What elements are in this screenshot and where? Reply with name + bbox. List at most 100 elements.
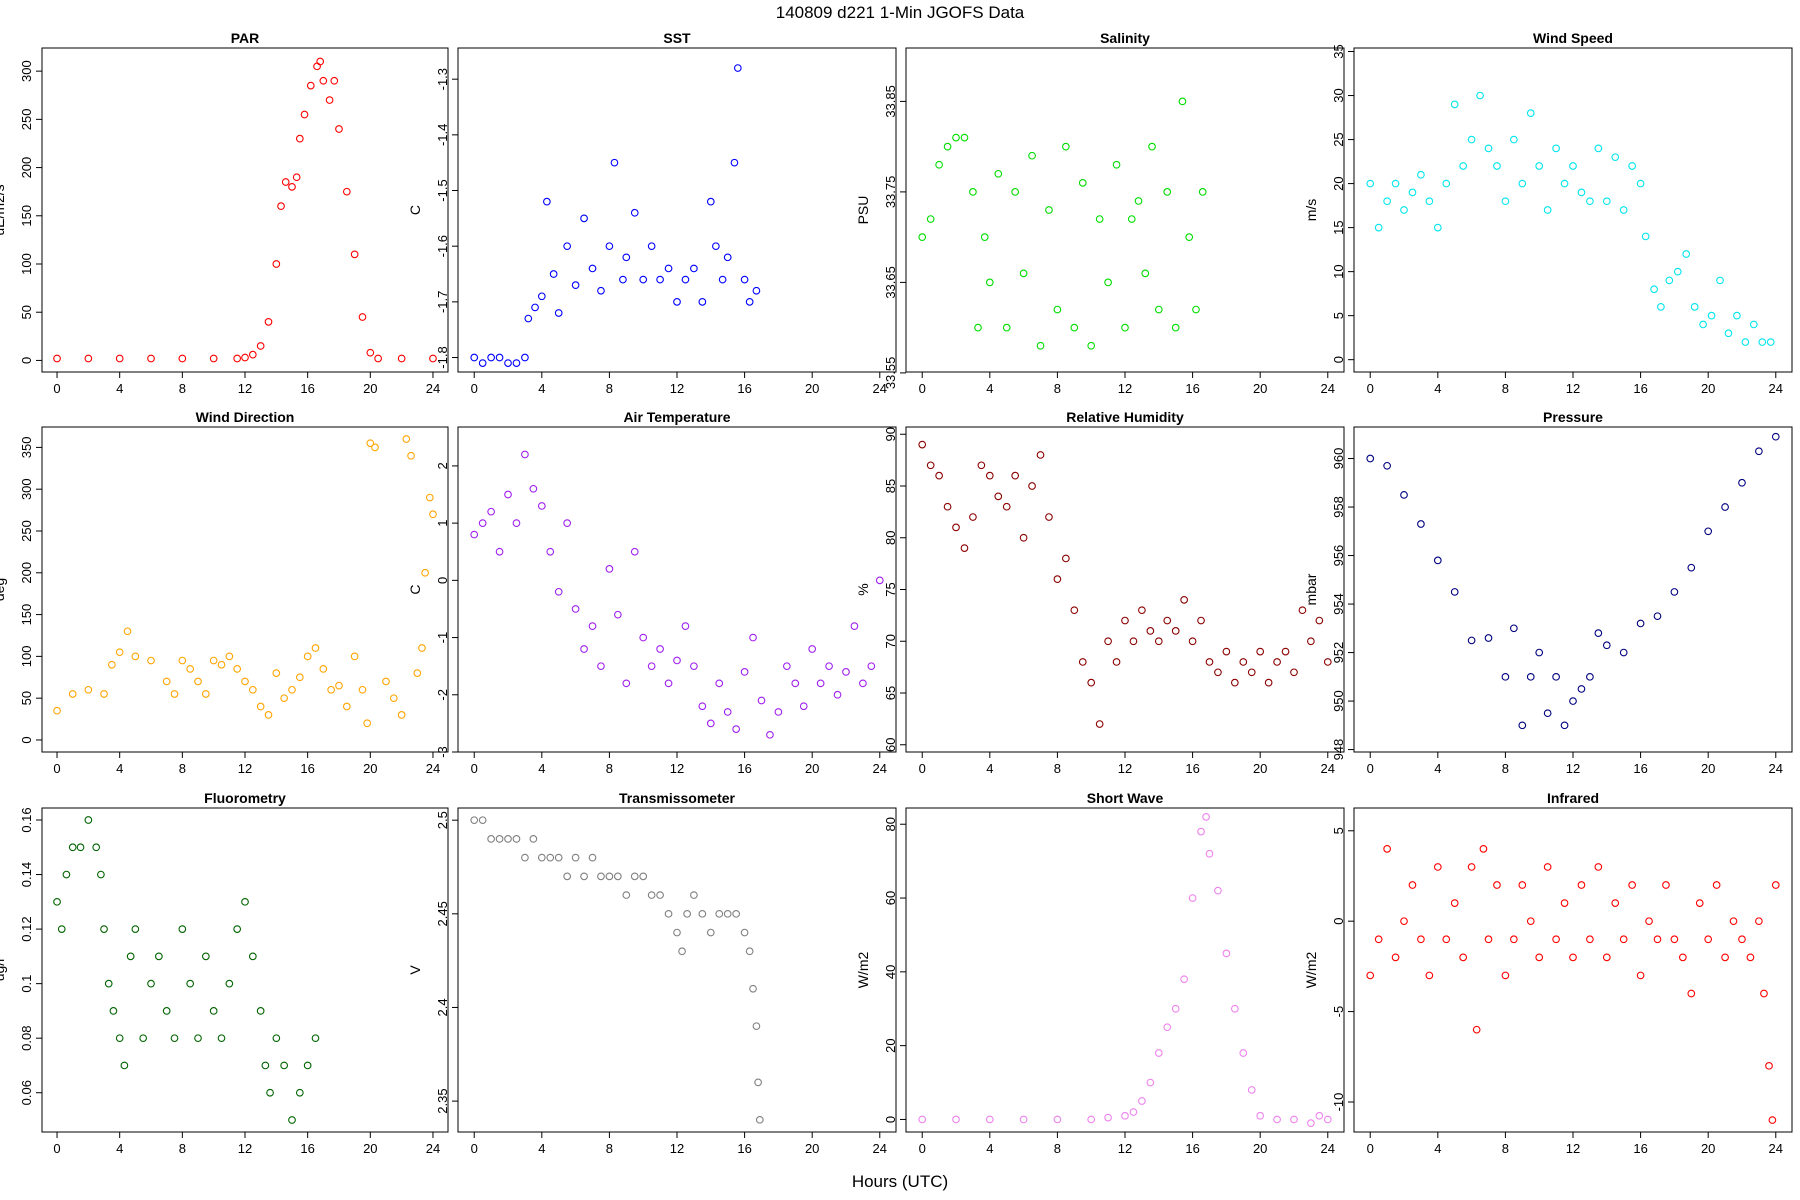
data-point	[397, 354, 406, 363]
data-point	[1019, 533, 1028, 542]
data-point	[752, 1022, 761, 1031]
x-tick-label: 8	[606, 761, 613, 776]
data-point	[1078, 178, 1087, 187]
data-point	[327, 685, 335, 694]
data-point	[537, 853, 546, 862]
y-axis-label: uE/m2/s	[0, 184, 7, 235]
data-point	[306, 81, 315, 90]
data-point	[1062, 142, 1070, 151]
data-point	[875, 576, 884, 585]
data-point	[952, 523, 960, 532]
data-point	[706, 197, 715, 206]
x-tick-label: 4	[538, 761, 545, 776]
y-tick-label: -1.3	[435, 68, 450, 90]
data-point	[630, 208, 639, 217]
data-point	[155, 952, 163, 961]
data-point	[248, 350, 257, 359]
data-point	[656, 275, 664, 284]
data-point	[630, 872, 639, 881]
data-point	[521, 853, 529, 862]
x-tick-label: 4	[1434, 381, 1441, 396]
y-tick-label: 0	[1331, 918, 1346, 925]
plot-frame	[905, 47, 1345, 373]
data-point	[1417, 170, 1425, 179]
data-point	[62, 870, 71, 879]
data-point	[1256, 647, 1265, 656]
data-point	[712, 242, 720, 251]
x-tick-label: 4	[1434, 761, 1441, 776]
data-point	[537, 292, 546, 301]
y-tick-label: 100	[19, 253, 34, 275]
data-point	[504, 490, 512, 499]
y-tick-label: 10	[1331, 264, 1346, 278]
data-point	[1138, 1097, 1146, 1105]
data-point	[1062, 554, 1070, 563]
x-tick-label: 16	[1633, 381, 1647, 396]
data-point	[1366, 454, 1375, 463]
data-point	[1450, 100, 1459, 109]
y-tick-label: 20	[1331, 176, 1346, 190]
data-point	[1690, 302, 1699, 311]
data-point	[233, 665, 242, 673]
data-point	[546, 853, 555, 862]
y-tick-label: 150	[19, 205, 34, 227]
data-point	[614, 610, 622, 619]
data-point	[1400, 491, 1408, 499]
data-point	[225, 979, 234, 988]
y-tick-label: 300	[19, 60, 34, 82]
data-point	[1641, 232, 1650, 241]
data-point	[512, 835, 521, 843]
y-axis-label: C	[407, 584, 423, 594]
data-point	[115, 648, 124, 657]
x-tick-label: 4	[986, 381, 993, 396]
data-point	[1602, 197, 1611, 206]
y-tick-label: 85	[883, 479, 898, 493]
data-point	[292, 173, 301, 182]
data-point	[1104, 1113, 1112, 1122]
data-point	[201, 952, 210, 961]
data-point	[1425, 197, 1434, 206]
data-point	[277, 202, 285, 210]
x-tick-label: 0	[919, 381, 926, 396]
x-tick-label: 16	[737, 761, 751, 776]
data-point	[425, 493, 434, 502]
data-point	[397, 711, 406, 719]
x-tick-label: 12	[238, 761, 252, 776]
data-point	[316, 57, 325, 66]
panel-0: PAR uE/m2/s 0 4 8 12 16 20 24 0 50 100 150 200 250 300	[0, 30, 449, 396]
data-point	[554, 853, 563, 862]
data-point	[597, 872, 605, 881]
data-point	[1712, 881, 1721, 889]
data-point	[588, 853, 597, 862]
data-point	[1180, 975, 1188, 984]
data-point	[1374, 223, 1383, 232]
data-point	[630, 547, 639, 556]
x-tick-label: 20	[1701, 1141, 1715, 1156]
y-tick-label: 952	[1331, 642, 1346, 664]
data-point	[1188, 637, 1197, 646]
data-point	[1526, 109, 1535, 118]
data-point	[605, 872, 614, 881]
x-tick-label: 20	[805, 381, 819, 396]
y-axis-label: PSU	[855, 196, 871, 225]
data-point	[1307, 1119, 1315, 1127]
data-point	[115, 354, 124, 363]
panel-10: Short Wave W/m2 0 4 8 12 16 20 24 0 20 40 60 80	[855, 790, 1345, 1156]
data-point	[1619, 206, 1628, 214]
data-point	[1653, 612, 1662, 621]
panel-1: SST C 0 4 8 12 16 20 24 -1.8 -1.7 -1.6 -1.5 -1.4 -1.3	[407, 30, 897, 396]
data-point	[487, 835, 495, 843]
data-point	[1408, 881, 1417, 889]
data-point	[1662, 881, 1670, 889]
data-point	[280, 694, 289, 703]
y-tick-label: 60	[883, 891, 898, 905]
data-point	[84, 685, 93, 694]
data-point	[1129, 637, 1138, 646]
x-tick-label: 4	[116, 381, 123, 396]
data-point	[571, 605, 580, 613]
x-tick-label: 8	[179, 761, 186, 776]
